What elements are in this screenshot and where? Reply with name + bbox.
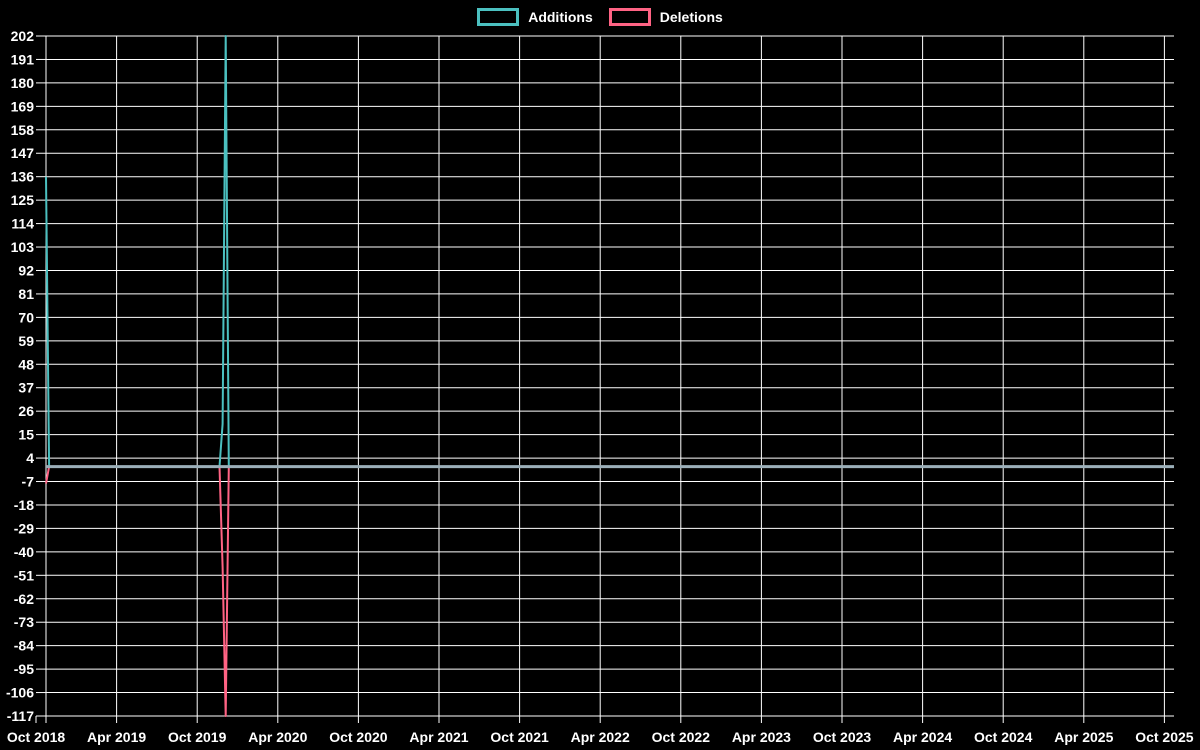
y-tick-label: 158 <box>11 122 35 138</box>
x-tick-label: Oct 2018 <box>7 729 66 745</box>
x-tick-label: Apr 2023 <box>732 729 791 745</box>
y-tick-label: 15 <box>18 427 34 443</box>
y-tick-label: -62 <box>14 591 34 607</box>
y-tick-label: -106 <box>6 685 34 701</box>
deletions-swatch-icon <box>608 8 651 26</box>
chart-legend: Additions Deletions <box>0 0 1200 34</box>
y-tick-label: -51 <box>14 567 34 583</box>
y-tick-label: 92 <box>18 262 34 278</box>
y-tick-label: 202 <box>11 28 35 44</box>
y-tick-label: -117 <box>7 708 34 724</box>
y-tick-label: 4 <box>26 450 34 466</box>
x-tick-label: Apr 2021 <box>409 729 468 745</box>
x-tick-label: Apr 2019 <box>87 729 146 745</box>
legend-item-additions[interactable]: Additions <box>477 8 593 26</box>
y-tick-label: 191 <box>11 51 35 67</box>
y-tick-label: -95 <box>14 661 34 677</box>
x-tick-label: Oct 2021 <box>490 729 549 745</box>
x-tick-label: Oct 2019 <box>168 729 227 745</box>
legend-label-additions: Additions <box>528 9 593 25</box>
y-tick-label: -7 <box>22 474 35 490</box>
y-tick-label: 26 <box>18 403 34 419</box>
x-tick-label: Apr 2024 <box>893 729 952 745</box>
y-tick-label: 169 <box>11 98 35 114</box>
y-tick-label: -40 <box>14 544 34 560</box>
y-tick-label: 125 <box>11 192 35 208</box>
y-tick-label: -29 <box>14 520 34 536</box>
y-tick-label: -18 <box>14 497 34 513</box>
legend-label-deletions: Deletions <box>659 9 723 25</box>
y-tick-label: 37 <box>18 380 34 396</box>
x-tick-label: Oct 2020 <box>329 729 388 745</box>
x-tick-label: Oct 2023 <box>813 729 872 745</box>
y-tick-label: 147 <box>11 145 35 161</box>
x-tick-label: Apr 2025 <box>1054 729 1113 745</box>
x-tick-label: Apr 2022 <box>571 729 630 745</box>
legend-item-deletions[interactable]: Deletions <box>608 8 723 26</box>
y-tick-label: 48 <box>18 356 34 372</box>
y-tick-label: 81 <box>18 286 34 302</box>
y-tick-label: 180 <box>11 75 35 91</box>
y-tick-label: -84 <box>14 638 34 654</box>
y-tick-label: 59 <box>18 333 34 349</box>
y-tick-label: -73 <box>14 614 34 630</box>
y-tick-label: 70 <box>18 309 34 325</box>
x-tick-label: Apr 2020 <box>248 729 307 745</box>
x-tick-label: Oct 2022 <box>652 729 711 745</box>
y-tick-label: 103 <box>11 239 35 255</box>
deletions-line <box>45 465 1174 717</box>
x-tick-label: Oct 2024 <box>974 729 1033 745</box>
x-tick-label: Oct 2025 <box>1135 729 1194 745</box>
additions-swatch-icon <box>477 8 520 26</box>
additions-line <box>45 35 1174 468</box>
y-tick-label: 136 <box>11 169 35 185</box>
y-tick-label: 114 <box>11 216 34 232</box>
